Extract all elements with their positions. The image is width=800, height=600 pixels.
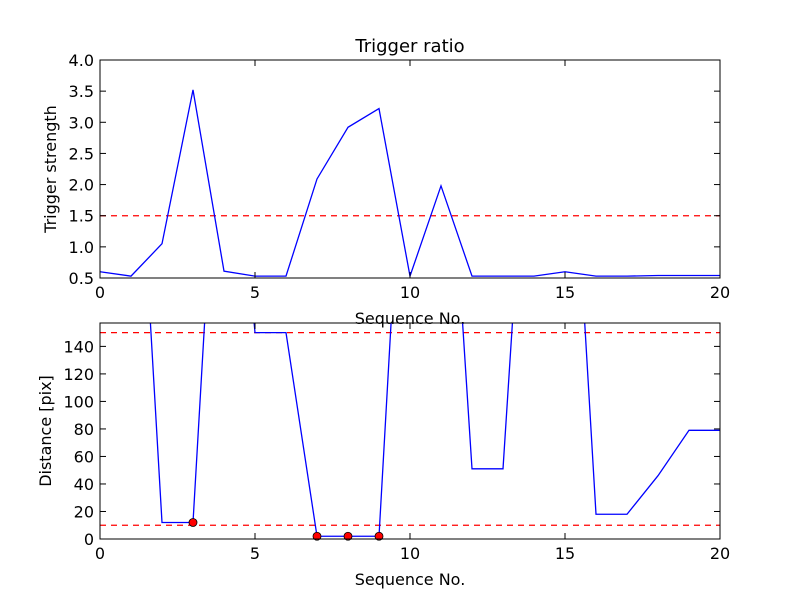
y-tick-label: 1.5 — [69, 207, 94, 226]
y-tick-label: 0 — [84, 530, 94, 549]
x-tick-label: 0 — [95, 283, 105, 302]
x-tick-label: 15 — [555, 283, 575, 302]
y-tick-label: 3.5 — [69, 82, 94, 101]
y-tick-label: 40 — [74, 475, 94, 494]
y-tick-label: 120 — [63, 365, 94, 384]
x-tick-label: 0 — [95, 544, 105, 563]
y-axis-label: Trigger strength — [41, 105, 60, 234]
data-marker — [374, 531, 384, 541]
y-tick-label: 1.0 — [69, 238, 94, 257]
y-tick-label: 60 — [74, 447, 94, 466]
series-line — [149, 323, 720, 537]
data-marker — [188, 518, 198, 527]
y-tick-label: 3.0 — [69, 113, 94, 132]
x-tick-label: 5 — [250, 283, 260, 302]
data-marker — [343, 531, 353, 541]
y-tick-label: 2.0 — [69, 176, 94, 195]
x-axis-label: Sequence No. — [355, 570, 466, 589]
x-tick-label: 10 — [400, 544, 420, 563]
subplot-2: 0 5 10 15 20 0 20 40 60 80 100 120 140 Sequence No. Di… — [36, 322, 730, 589]
x-tick-label: 20 — [710, 283, 730, 302]
y-tick-label: 20 — [74, 502, 94, 521]
x-tick-label: 10 — [400, 283, 420, 302]
x-tick-label: 20 — [710, 544, 730, 563]
y-tick-label: 100 — [63, 392, 94, 411]
y-tick-label: 0.5 — [69, 269, 94, 288]
y-axis-label: Distance [pix] — [36, 375, 55, 487]
x-tick-label: 5 — [250, 544, 260, 563]
data-marker — [312, 531, 322, 541]
x-tick-label: 15 — [555, 544, 575, 563]
y-tick-label: 4.0 — [69, 51, 94, 70]
y-tick-label: 80 — [74, 420, 94, 439]
y-tick-label: 140 — [63, 337, 94, 356]
subplot-1: 0 5 10 15 20 0.5 1.0 1.5 2.0 2.5 3.0 3.5 4.0 Trigger … — [41, 36, 730, 328]
chart-title: Trigger ratio — [354, 36, 464, 57]
y-tick-label: 2.5 — [69, 144, 94, 163]
